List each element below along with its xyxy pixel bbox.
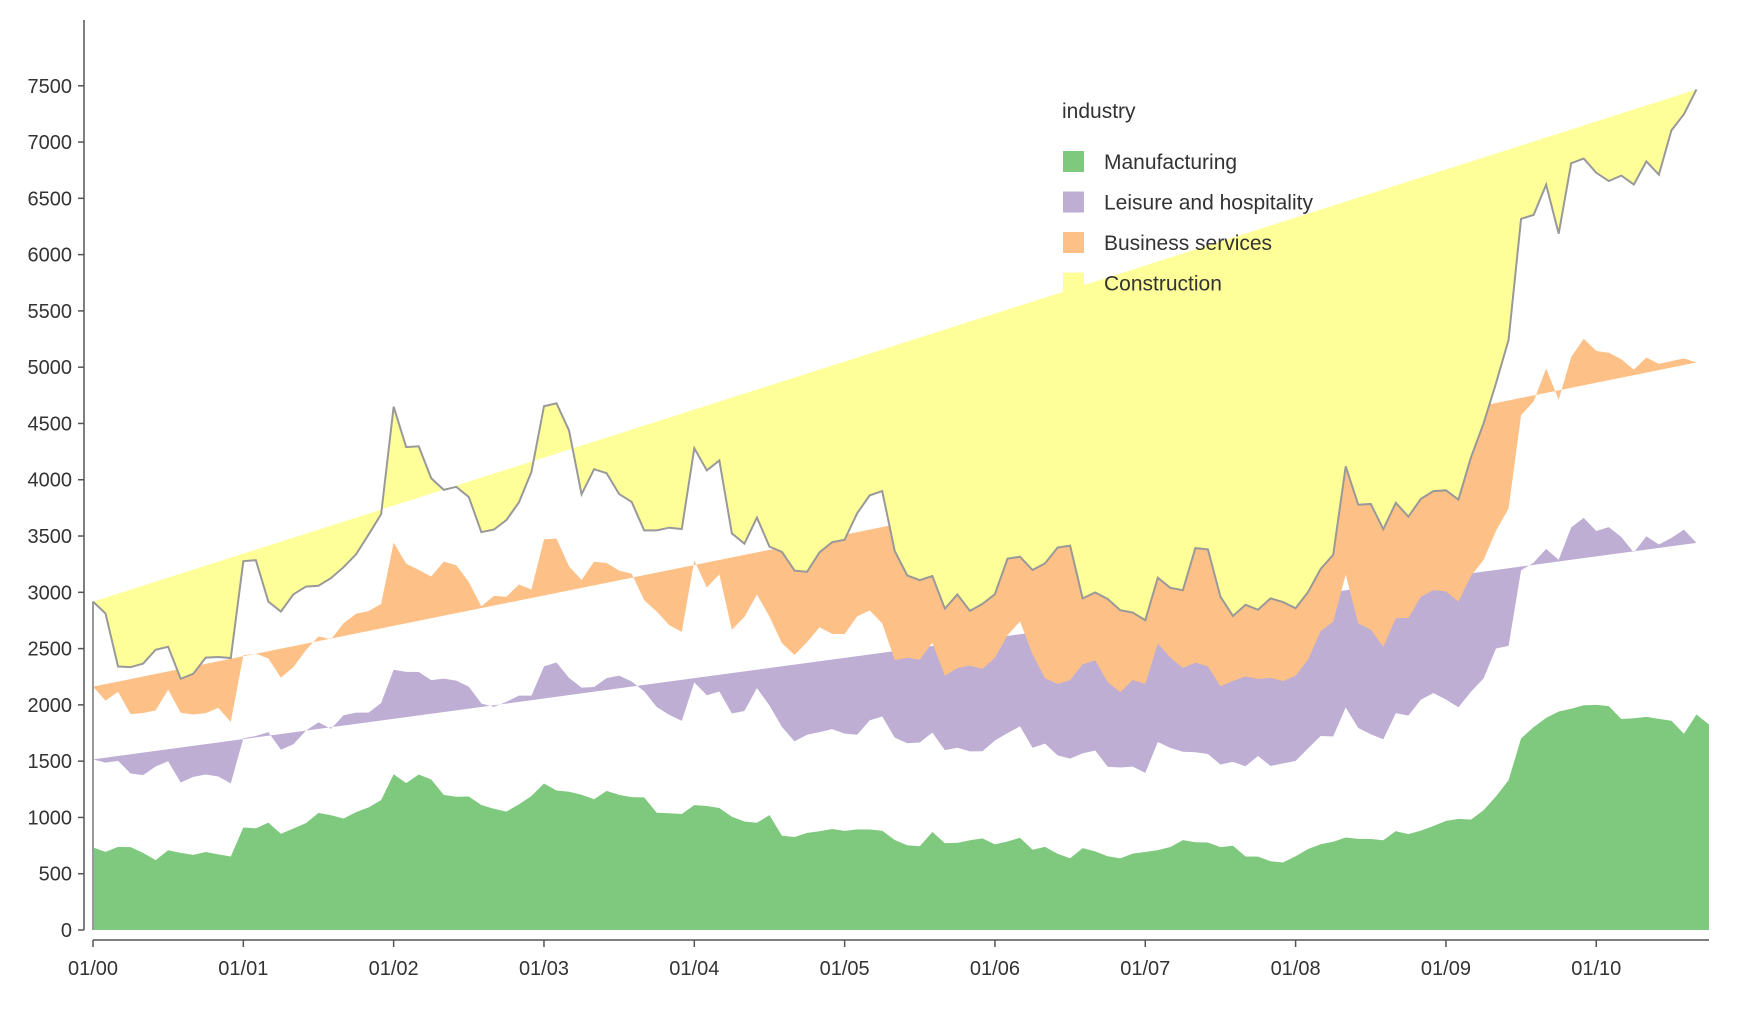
x-tick-label: 01/00 [68,958,118,980]
x-tick-label: 01/02 [369,958,419,980]
area-leisure-and-hospitality [93,517,1697,784]
area-construction [93,89,1697,679]
total-outline [92,89,1698,681]
legend: industry Manufacturing Leisure and hospit… [1062,100,1313,296]
x-tick-label: 01/07 [1120,958,1170,980]
legend-title: industry [1062,100,1136,123]
y-tick-label: 1500 [28,751,73,773]
x-tick-label: 01/10 [1571,958,1621,980]
y-tick-label: 6000 [28,245,73,267]
y-tick-label: 0 [61,920,72,942]
legend-label-business-services: Business services [1104,232,1272,255]
y-axis: 0 500 1000 1500 2000 2500 3000 3500 4000 4500 5000… [28,20,85,942]
legend-swatch-business-services [1063,232,1084,253]
legend-label-leisure-and-hospitality: Leisure and hospitality [1104,192,1313,215]
y-tick-label: 3500 [28,526,73,548]
y-tick-label: 3000 [28,582,73,604]
areas-layer [92,89,1709,930]
legend-swatch-manufacturing [1063,151,1084,172]
x-tick-label: 01/09 [1421,958,1471,980]
x-tick-label: 01/08 [1271,958,1321,980]
legend-items: Manufacturing Leisure and hospitality Busi… [1063,151,1313,296]
legend-label-manufacturing: Manufacturing [1104,151,1237,174]
legend-swatch-construction [1063,272,1084,294]
legend-label-construction: Construction [1104,273,1222,296]
y-tick-label: 1000 [28,807,73,829]
x-tick-label: 01/06 [970,958,1020,980]
x-tick-label: 01/03 [519,958,569,980]
x-tick-label: 01/04 [669,958,719,980]
y-tick-label: 4000 [28,470,73,492]
x-tick-label: 01/01 [218,958,268,980]
y-tick-label: 6500 [28,188,73,210]
y-tick-label: 500 [39,864,72,886]
y-tick-label: 2500 [28,639,73,661]
x-tick-label: 01/05 [820,958,870,980]
y-tick-label: 5500 [28,301,73,323]
y-tick-label: 2000 [28,695,73,717]
y-tick-label: 5000 [28,357,73,379]
area-manufacturing [93,704,1709,930]
y-tick-label: 4500 [28,413,73,435]
y-tick-label: 7000 [28,132,73,154]
x-axis: 01/00 01/01 01/02 01/03 01/04 01/05 01/06 01/07… [68,939,1709,980]
legend-swatch-leisure-and-hospitality [1063,191,1084,213]
y-tick-label: 7500 [28,76,73,98]
